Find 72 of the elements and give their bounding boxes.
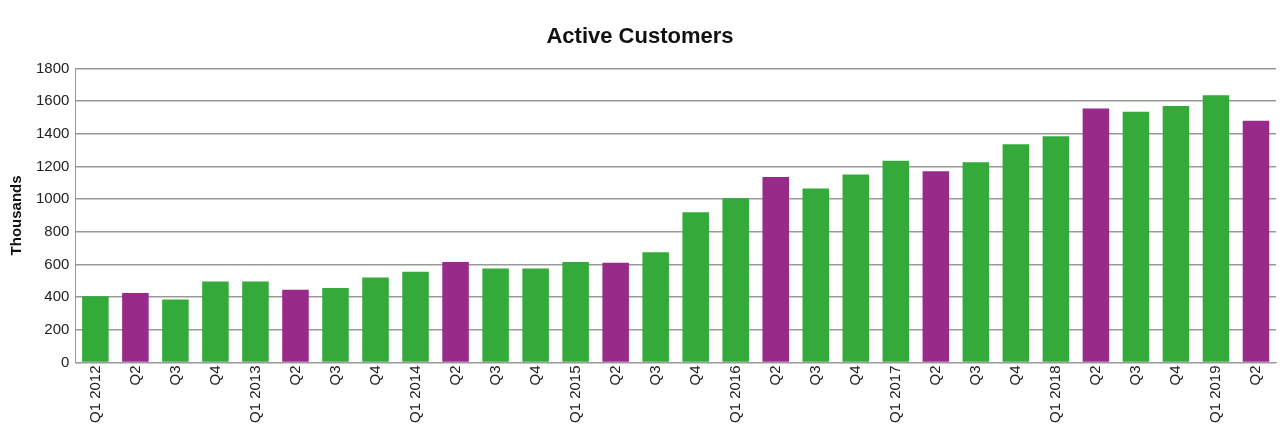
x-tick-label: Q3 bbox=[165, 365, 183, 386]
x-tick-label: Q3 bbox=[485, 365, 503, 386]
bar bbox=[1242, 120, 1270, 362]
bar bbox=[762, 177, 789, 362]
bar bbox=[882, 160, 910, 362]
bar bbox=[682, 212, 709, 362]
bar bbox=[1122, 111, 1150, 362]
x-tick-label: Q1 2017 bbox=[885, 365, 903, 423]
bar bbox=[322, 288, 349, 362]
bar bbox=[442, 261, 469, 362]
bar bbox=[82, 296, 109, 362]
y-tick-label: 1800 bbox=[35, 58, 70, 76]
x-tick-label: Q3 bbox=[1126, 365, 1144, 386]
x-tick-label: Q2 bbox=[1086, 365, 1104, 386]
bar bbox=[522, 268, 549, 362]
bar bbox=[842, 174, 870, 362]
bar bbox=[1002, 144, 1030, 362]
y-axis-title: Thousands bbox=[7, 175, 25, 256]
y-tick-label: 1400 bbox=[35, 123, 70, 141]
bar bbox=[802, 188, 830, 362]
bar bbox=[162, 299, 189, 362]
x-tick-label: Q2 bbox=[765, 365, 783, 386]
chart-title: Active Customers bbox=[546, 23, 734, 49]
y-tick-label: 1000 bbox=[35, 189, 70, 207]
x-tick-label: Q2 bbox=[605, 365, 623, 386]
bar bbox=[482, 268, 509, 362]
x-tick-label: Q1 2018 bbox=[1046, 365, 1064, 423]
bar bbox=[602, 262, 629, 362]
x-tick-label: Q2 bbox=[125, 365, 143, 386]
x-tick-label: Q2 bbox=[925, 365, 943, 386]
bar bbox=[122, 293, 149, 362]
bar bbox=[1042, 136, 1070, 362]
y-tick-label: 1200 bbox=[35, 156, 70, 174]
bar bbox=[402, 271, 429, 362]
bar bbox=[202, 281, 229, 362]
x-tick-label: Q4 bbox=[1006, 365, 1023, 386]
x-tick-label: Q3 bbox=[805, 365, 823, 386]
x-tick-label: Q1 2019 bbox=[1206, 365, 1224, 423]
y-tick-label: 400 bbox=[44, 287, 70, 305]
y-tick-label: 0 bbox=[61, 352, 70, 370]
x-tick-label: Q1 2014 bbox=[405, 365, 423, 423]
y-tick-label: 200 bbox=[44, 319, 70, 337]
x-tick-label: Q2 bbox=[1246, 365, 1264, 386]
x-tick-label: Q2 bbox=[285, 365, 303, 386]
y-tick-label: 800 bbox=[44, 221, 70, 239]
x-tick-label: Q4 bbox=[845, 365, 863, 386]
x-tick-label: Q4 bbox=[1166, 365, 1184, 386]
x-tick-label: Q1 2012 bbox=[85, 365, 103, 423]
x-tick-label: Q3 bbox=[325, 365, 343, 386]
x-tick-label: Q3 bbox=[645, 365, 663, 386]
x-tick-label: Q1 2015 bbox=[565, 365, 583, 423]
bar bbox=[282, 289, 309, 362]
x-tick-label: Q4 bbox=[525, 365, 543, 386]
x-tick-label: Q4 bbox=[685, 365, 703, 386]
x-tick-label: Q1 2016 bbox=[725, 365, 743, 423]
x-tick-label: Q2 bbox=[445, 365, 463, 386]
bar bbox=[922, 171, 950, 362]
y-tick-label: 1600 bbox=[35, 91, 70, 109]
bar bbox=[362, 277, 389, 362]
x-tick-label: Q3 bbox=[965, 365, 983, 386]
bar bbox=[562, 261, 589, 362]
y-tick-label: 600 bbox=[44, 254, 70, 272]
bar bbox=[642, 252, 669, 362]
bar bbox=[1162, 105, 1190, 362]
bar bbox=[1202, 95, 1230, 362]
bar bbox=[242, 281, 269, 362]
x-tick-label: Q1 2013 bbox=[245, 365, 263, 423]
bar bbox=[722, 198, 749, 362]
x-tick-label: Q4 bbox=[365, 365, 383, 386]
x-tick-label: Q4 bbox=[205, 365, 223, 386]
bar bbox=[1082, 108, 1110, 362]
bar bbox=[962, 162, 990, 362]
